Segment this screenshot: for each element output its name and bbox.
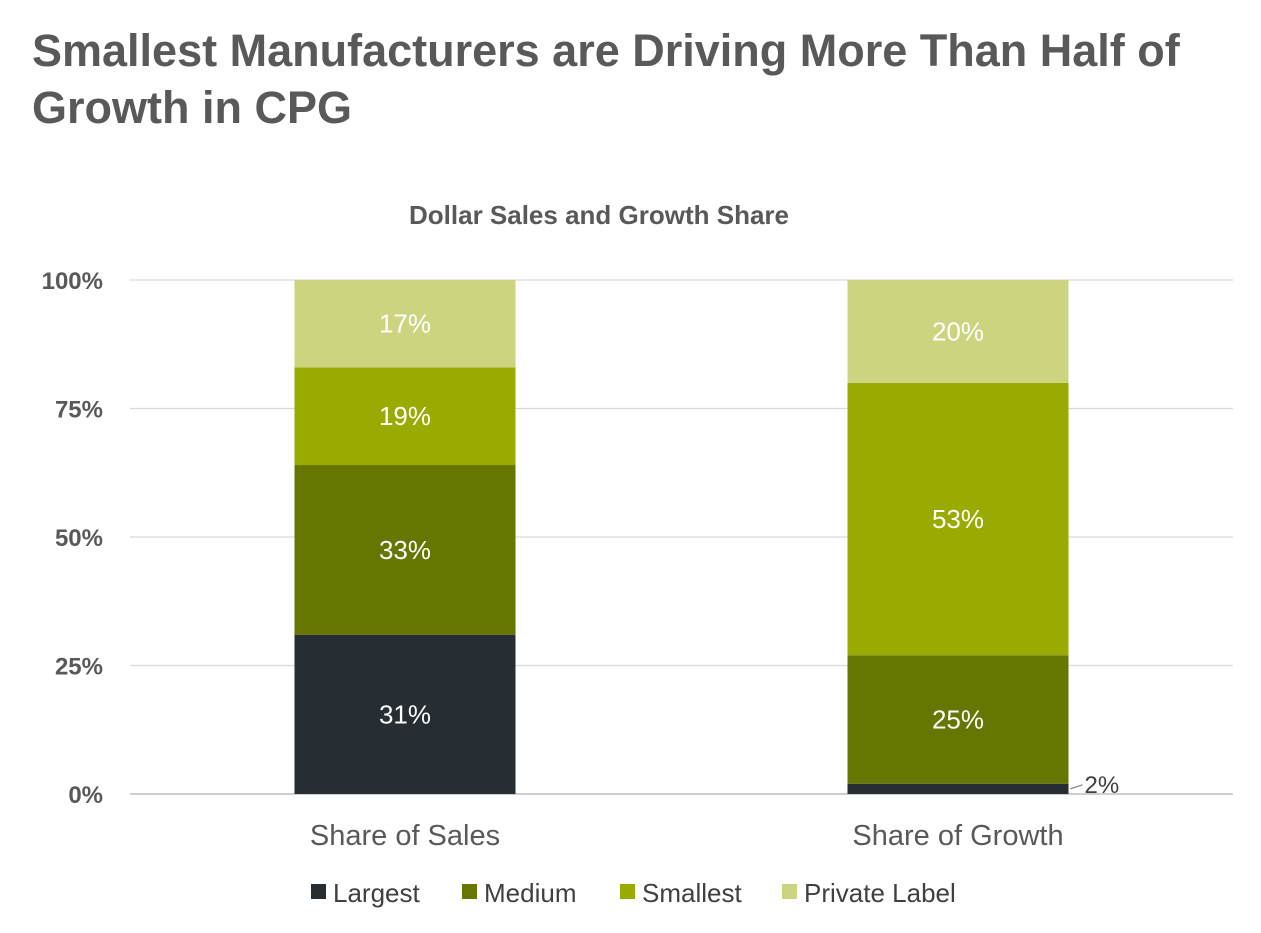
bar-largest-share-of-growth [847, 783, 1069, 794]
page-title: Smallest Manufacturers are Driving More … [32, 25, 1180, 133]
y-tick-label: 50% [55, 525, 103, 552]
chart-title: Dollar Sales and Growth Share [409, 200, 789, 230]
legend-label-medium: Medium [484, 878, 576, 908]
y-tick-label: 100% [42, 268, 103, 295]
legend-swatch-largest [311, 884, 326, 899]
bar-largest-share-of-sales [294, 634, 516, 794]
legend-swatch-medium [462, 884, 477, 899]
data-label-leader-line [1070, 784, 1083, 790]
bar-private-label-share-of-growth [847, 280, 1069, 383]
legend-swatch-private-label [782, 884, 797, 899]
y-tick-label: 75% [55, 397, 103, 424]
y-tick-label: 25% [55, 654, 103, 681]
data-label: 20% [932, 316, 984, 346]
legend-swatch-smallest [620, 884, 635, 899]
y-tick-label: 0% [68, 782, 103, 809]
legend-label-largest: Largest [333, 878, 420, 908]
bar-smallest-share-of-sales [294, 367, 516, 466]
data-label: 53% [932, 504, 984, 534]
legend: Largest Medium Smallest Private Label [311, 878, 956, 908]
data-label: 31% [379, 699, 431, 729]
x-tick-label: Share of Growth [852, 820, 1063, 852]
bars: 31% 33% 19% 17% 2% 25% 53% 20% [294, 280, 1120, 799]
legend-label-private-label: Private Label [804, 878, 956, 908]
bar-medium-share-of-sales [294, 465, 516, 635]
data-label: 2% [1085, 772, 1120, 799]
legend-label-smallest: Smallest [642, 878, 742, 908]
y-axis-ticks: 0% 25% 50% 75% 100% [42, 268, 103, 809]
data-label: 17% [379, 309, 431, 339]
x-tick-label: Share of Sales [310, 820, 500, 852]
data-label: 19% [379, 401, 431, 431]
bar-medium-share-of-growth [847, 655, 1069, 784]
x-axis-ticks: Share of Sales Share of Growth [310, 820, 1064, 852]
data-label: 25% [932, 704, 984, 734]
data-label: 33% [379, 535, 431, 565]
bar-private-label-share-of-sales [294, 280, 516, 368]
bar-smallest-share-of-growth [847, 382, 1069, 656]
